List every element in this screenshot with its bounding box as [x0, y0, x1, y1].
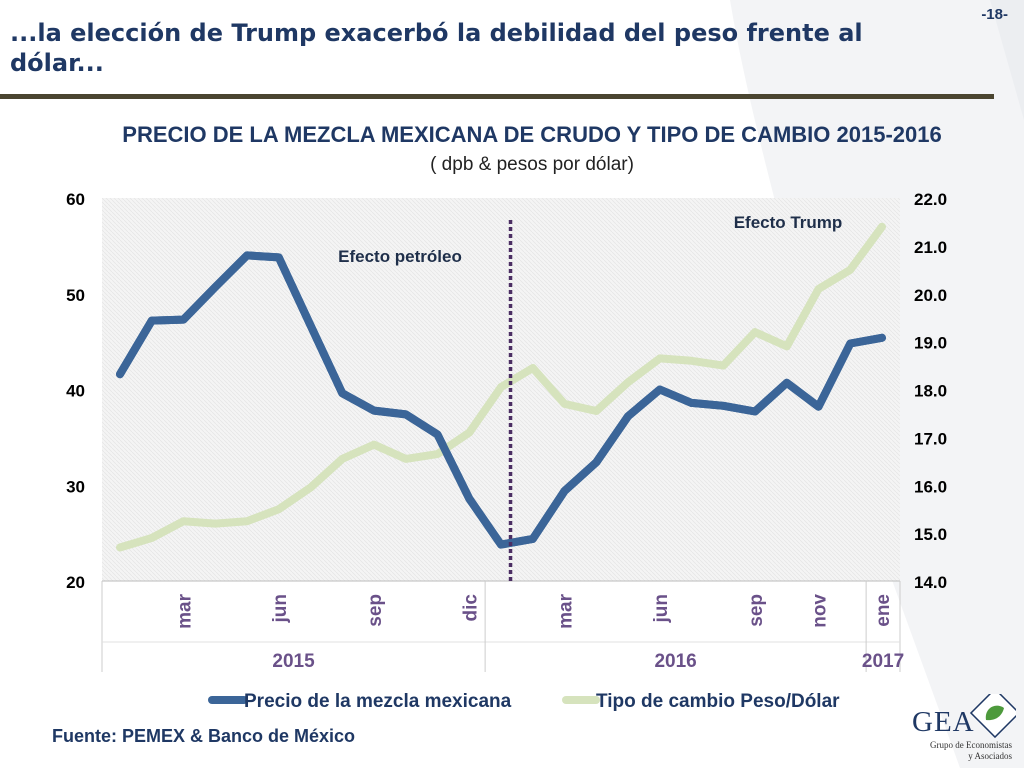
y-left-tick-label: 40 [66, 382, 85, 401]
y-right-tick-label: 21.0 [914, 238, 947, 257]
y-right-tick-label: 20.0 [914, 286, 947, 305]
logo-text: GEA [912, 706, 975, 738]
y-left-tick-label: 60 [66, 190, 85, 209]
logo-subtitle-line-1: Grupo de Economistas [930, 740, 1012, 750]
x-month-label: sep [746, 594, 767, 627]
chart-subtitle: ( dpb & pesos por dólar) [430, 154, 634, 175]
y-right-tick-label: 22.0 [914, 190, 947, 209]
x-year-label: 2017 [862, 651, 904, 672]
x-month-label: jun [270, 594, 291, 624]
x-year-label: 2016 [654, 651, 696, 672]
y-right-tick-label: 15.0 [914, 525, 947, 544]
x-month-label: mar [556, 593, 577, 628]
x-month-label: jun [651, 594, 672, 624]
y-left-tick-label: 50 [66, 286, 85, 305]
y-right-tick-label: 14.0 [914, 573, 947, 592]
y-left-tick-label: 20 [66, 573, 85, 592]
x-month-label: sep [365, 594, 386, 627]
x-month-label: dic [460, 594, 481, 622]
series-line-exchange-rate [116, 222, 886, 552]
logo-subtitle-line-2: y Asociados [968, 751, 1012, 761]
x-month-label: mar [175, 593, 196, 628]
logo-subtitle: Grupo de Economistas y Asociados [912, 740, 1012, 762]
source-note: Fuente: PEMEX & Banco de México [52, 726, 356, 746]
series-line-oil-price-top [116, 251, 886, 549]
legend-label-oil-price: Precio de la mezcla mexicana [244, 691, 512, 712]
y-right-tick-label: 17.0 [914, 429, 947, 448]
y-right-tick-label: 18.0 [914, 382, 947, 401]
annotation-trump-effect: Efecto Trump [734, 213, 843, 232]
x-month-label: ene [873, 594, 894, 627]
x-year-label: 2015 [272, 651, 315, 672]
y-right-tick-label: 19.0 [914, 334, 947, 353]
title-divider [0, 94, 994, 99]
chart-title: PRECIO DE LA MEZCLA MEXICANA DE CRUDO Y … [122, 122, 942, 147]
legend-label-exchange-rate: Tipo de cambio Peso/Dólar [596, 691, 840, 712]
y-left-tick-label: 30 [66, 477, 85, 496]
y-right-tick-label: 16.0 [914, 477, 947, 496]
slide-title: ...la elección de Trump exacerbó la debi… [10, 19, 863, 77]
x-month-label: nov [810, 594, 831, 628]
gea-logo [969, 694, 1016, 739]
annotation-oil-effect: Efecto petróleo [338, 247, 462, 266]
page-number: -18- [981, 6, 1008, 23]
